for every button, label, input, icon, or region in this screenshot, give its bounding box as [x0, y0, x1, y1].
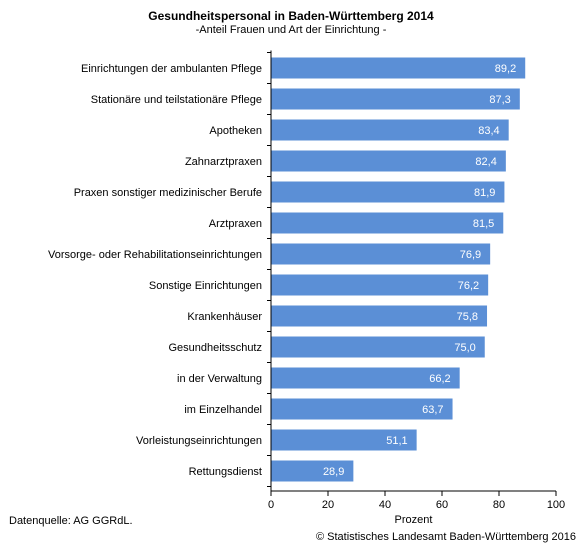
category-label: in der Verwaltung	[177, 373, 262, 385]
x-tick-label: 40	[379, 499, 391, 511]
value-label: 83,4	[478, 125, 499, 137]
value-label: 63,7	[422, 404, 443, 416]
x-axis-label: Prozent	[395, 514, 433, 526]
bars-layer	[271, 57, 526, 482]
category-label: Sonstige Einrichtungen	[149, 280, 262, 292]
category-label: Arztpraxen	[209, 218, 262, 230]
bar-2	[271, 119, 509, 141]
value-labels: 89,2 87,3 83,4 82,4 81,9 81,5 76,9 76,2 75,8 75,0…	[323, 63, 516, 478]
value-label: 28,9	[323, 466, 344, 478]
copyright-note: © Statistisches Landesamt Baden-Württemb…	[315, 531, 576, 543]
category-label: Praxen sonstiger medizinischer Berufe	[74, 187, 262, 199]
bar-10	[271, 367, 460, 389]
value-label: 75,8	[457, 311, 478, 323]
value-label: 75,0	[454, 342, 475, 354]
bar-7	[271, 274, 489, 296]
category-label: Krankenhäuser	[187, 311, 262, 323]
category-label: Einrichtungen der ambulanten Pflege	[81, 63, 262, 75]
bar-3	[271, 150, 506, 172]
x-tick-label: 80	[493, 499, 505, 511]
x-tick-label: 0	[268, 499, 274, 511]
value-label: 89,2	[495, 63, 516, 75]
value-label: 76,2	[458, 280, 479, 292]
bar-0	[271, 57, 526, 79]
category-label: Apotheken	[209, 125, 262, 137]
category-labels: Einrichtungen der ambulanten Pflege Stati…	[48, 63, 262, 478]
category-label: im Einzelhandel	[184, 404, 262, 416]
chart-subtitle: -Anteil Frauen und Art der Einrichtung -	[195, 24, 387, 36]
chart-title: Gesundheitspersonal in Baden-Württemberg…	[148, 9, 434, 23]
category-label: Zahnarztpraxen	[185, 156, 262, 168]
bar-6	[271, 243, 491, 265]
value-label: 76,9	[460, 249, 481, 261]
bar-4	[271, 181, 505, 203]
bar-9	[271, 336, 485, 358]
value-label: 81,5	[473, 218, 494, 230]
bar-1	[271, 88, 520, 110]
source-note: Datenquelle: AG GGRdL.	[9, 515, 133, 527]
bar-13	[271, 460, 354, 482]
value-label: 66,2	[429, 373, 450, 385]
value-label: 82,4	[475, 156, 496, 168]
category-label: Rettungsdienst	[189, 466, 262, 478]
bar-11	[271, 398, 453, 420]
category-label: Gesundheitsschutz	[168, 342, 262, 354]
bar-8	[271, 305, 488, 327]
bar-12	[271, 429, 417, 451]
x-tick-label: 60	[436, 499, 448, 511]
x-tick-label: 20	[322, 499, 334, 511]
value-label: 51,1	[386, 435, 407, 447]
category-label: Stationäre und teilstationäre Pflege	[91, 94, 262, 106]
x-tick-label: 100	[547, 499, 565, 511]
category-label: Vorleistungseinrichtungen	[136, 435, 262, 447]
value-label: 81,9	[474, 187, 495, 199]
bar-5	[271, 212, 504, 234]
category-label: Vorsorge- oder Rehabilitationseinrichtun…	[48, 249, 262, 261]
x-axis: 0 20 40 60 80 100	[267, 50, 565, 511]
value-label: 87,3	[489, 94, 510, 106]
